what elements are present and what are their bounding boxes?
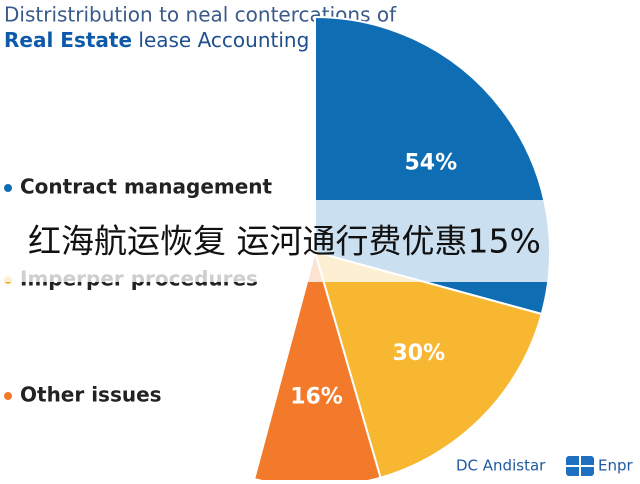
footer-text: DC Andistar — [456, 457, 546, 475]
logo — [566, 456, 594, 476]
legend-label: Other issues — [20, 383, 162, 407]
banner-bg — [0, 200, 640, 282]
banner-text: 红海航运恢复 运河通行费优惠15% — [28, 222, 541, 261]
legend-dot — [4, 392, 12, 400]
brand-text: Enpr — [598, 457, 634, 475]
title-bold: Real Estate — [4, 28, 132, 52]
pie-slice — [313, 250, 543, 479]
slice-label: 54% — [404, 151, 457, 176]
slice-label: 30% — [392, 341, 445, 366]
legend-label: Contract management — [20, 175, 273, 199]
legend-dot — [4, 184, 12, 192]
slice-label: 16% — [290, 385, 343, 410]
